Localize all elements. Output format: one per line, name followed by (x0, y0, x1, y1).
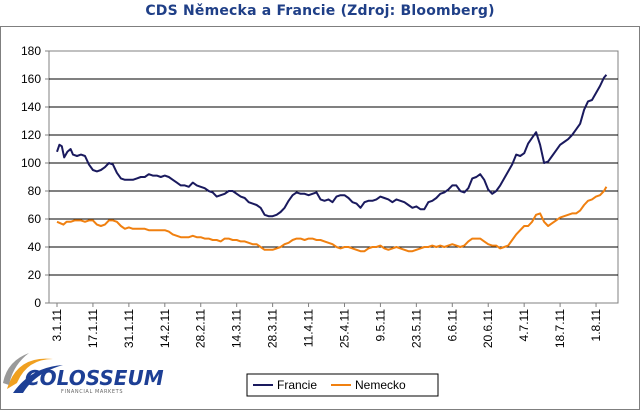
chart-panel: 0 20 40 60 80 100 120 140 160 180 3.1.11 17.1.11 31… (0, 26, 640, 410)
series-line-francie (56, 74, 608, 218)
colosseum-logo: COLOSSEUM FINANCIAL MARKETS (3, 353, 164, 395)
y-tick-label: 140 (21, 100, 41, 114)
x-tick-label: 6.6.11 (445, 309, 459, 342)
legend-label-nemecko: Nemecko (355, 378, 406, 392)
x-tick-label: 4.7.11 (517, 309, 531, 342)
logo-swoosh-grey (3, 353, 29, 385)
chart-title: CDS Německa a Francie (Zdroj: Bloomberg) (145, 3, 495, 19)
y-tick-label: 40 (28, 240, 42, 254)
y-axis: 0 20 40 60 80 100 120 140 160 180 (21, 44, 49, 310)
gridlines (49, 78, 618, 276)
logo-tagline: FINANCIAL MARKETS (61, 389, 123, 395)
x-tick-label: 14.3.11 (230, 309, 244, 348)
legend: Francie Nemecko (246, 373, 439, 397)
logo-swoosh-orange (7, 358, 53, 389)
series-lines (56, 74, 608, 253)
x-tick-label: 20.6.11 (481, 309, 495, 348)
y-tick-label: 180 (21, 44, 41, 58)
y-tick-label: 160 (21, 72, 41, 86)
x-tick-label: 28.2.11 (194, 309, 208, 348)
x-tick-label: 17.1.11 (86, 309, 100, 348)
chart-svg: 0 20 40 60 80 100 120 140 160 180 3.1.11 17.1.11 31… (3, 44, 619, 397)
y-tick-label: 100 (21, 156, 41, 170)
x-tick-label: 18.7.11 (553, 309, 567, 348)
x-tick-label: 31.1.11 (122, 309, 136, 348)
y-tick-label: 80 (28, 184, 42, 198)
y-tick-label: 20 (28, 268, 42, 282)
x-tick-label: 3.1.11 (50, 309, 64, 342)
x-tick-label: 9.5.11 (373, 309, 387, 342)
x-tick-label: 28.3.11 (266, 309, 280, 348)
x-tick-label: 25.4.11 (337, 309, 351, 348)
y-tick-label: 60 (28, 212, 42, 226)
series-line-nemecko (56, 186, 608, 253)
x-axis: 3.1.11 17.1.11 31.1.11 14.2.11 28.2.11 14.3.1… (50, 303, 603, 348)
y-tick-label: 120 (21, 128, 41, 142)
y-tick-label: 0 (34, 296, 41, 310)
x-tick-label: 1.8.11 (589, 309, 603, 342)
plot-area (48, 50, 619, 304)
logo-wordmark: COLOSSEUM (25, 366, 164, 390)
logo-swoosh-blue (13, 365, 63, 393)
x-tick-label: 14.2.11 (158, 309, 172, 348)
x-tick-label: 23.5.11 (409, 309, 423, 348)
x-tick-label: 11.4.11 (302, 309, 316, 348)
legend-label-francie: Francie (277, 378, 317, 392)
